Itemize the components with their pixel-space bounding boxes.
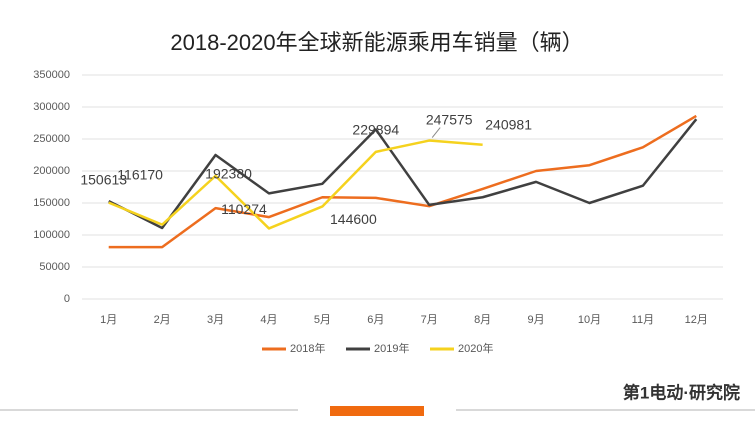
x-tick-label: 8月 [474,314,491,326]
series-line [108,118,698,230]
y-tick-label: 150000 [33,197,70,209]
branding: 第1电动·研究院 [623,382,740,402]
x-tick-label: 7月 [421,314,438,326]
legend-label: 2018年 [290,341,325,355]
data-label: 116170 [117,166,163,182]
x-tick-label: 6月 [367,314,384,326]
y-tick-label: 50000 [39,261,70,273]
x-tick-label: 2月 [154,314,171,326]
data-label: 240981 [485,116,532,132]
y-tick-label: 350000 [33,69,70,81]
y-tick-label: 200000 [33,165,70,177]
x-tick-label: 1月 [100,314,117,326]
y-tick-label: 0 [64,293,70,305]
leader-line [431,127,441,138]
data-label: 247575 [426,111,473,127]
accent-bar [330,406,424,416]
x-tick-label: 12月 [685,314,708,326]
data-label: 229894 [352,122,399,138]
x-tick-label: 10月 [578,314,601,326]
series-line [108,139,483,230]
x-tick-label: 9月 [527,314,544,326]
x-tick-label: 11月 [632,314,654,326]
data-label: 110274 [221,201,267,217]
x-tick-label: 3月 [207,314,224,326]
data-label: 144600 [330,211,377,227]
y-tick-label: 300000 [33,101,70,113]
legend-label: 2020年 [458,341,493,355]
x-tick-label: 4月 [260,314,277,326]
legend-label: 2019年 [374,341,409,355]
x-tick-label: 5月 [314,314,331,326]
y-tick-label: 100000 [33,229,70,241]
data-label: 150613 [80,171,127,187]
series-line [108,114,697,249]
y-tick-label: 250000 [33,133,70,145]
chart-title: 2018-2020年全球新能源乘用车销量（辆） [170,30,583,55]
data-label: 192380 [205,166,252,182]
